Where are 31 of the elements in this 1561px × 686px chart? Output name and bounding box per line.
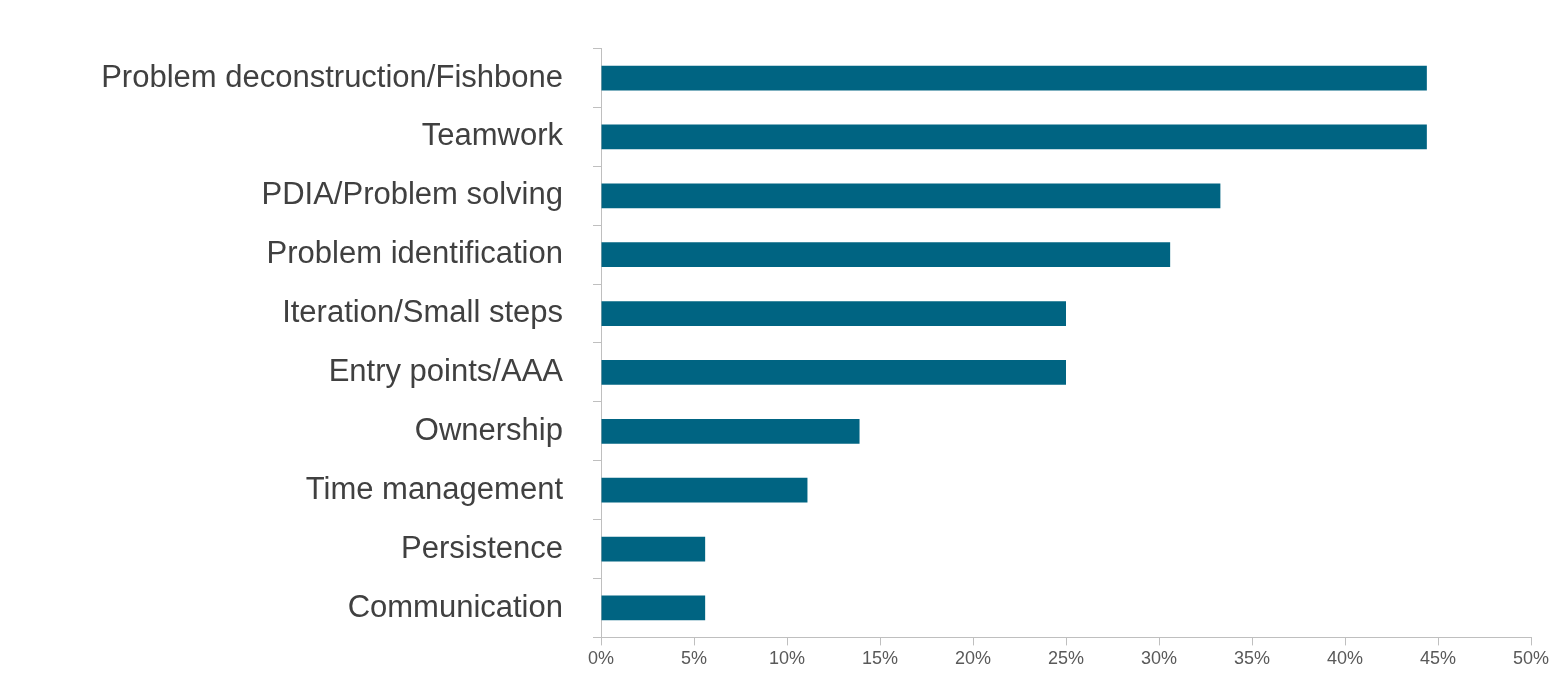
x-tick-label: 50% [1512,648,1550,669]
y-tick-label: Time management [305,470,564,506]
y-tick-label: Teamwork [421,117,564,153]
x-tick-label: 15% [861,648,899,669]
x-tick-label: 45% [1419,648,1457,669]
bar [601,536,706,562]
x-tick-label: 10% [768,648,806,669]
x-tick-label: 35% [1233,648,1271,669]
x-tick-label: 40% [1326,648,1364,669]
bar [601,65,1427,91]
y-tick-label: Problem deconstruction/Fishbone [101,58,563,94]
x-tick-label: 30% [1140,648,1178,669]
y-tick-label: Communication [347,588,563,624]
x-tick-label: 25% [1047,648,1085,669]
bar [601,242,1171,268]
y-tick-label: Entry points/AAA [328,352,564,388]
bar [601,124,1427,150]
y-tick-label: Ownership [414,411,563,447]
y-tick-label: PDIA/Problem solving [261,176,563,212]
bar [601,418,860,444]
y-tick-label: Iteration/Small steps [282,294,563,330]
bar [601,301,1066,326]
bar [601,360,1066,385]
x-tick-label: 0% [587,648,615,669]
y-tick-label: Problem identification [266,235,563,271]
bar [601,477,808,503]
bar [601,595,706,621]
y-tick-label: Persistence [401,529,563,565]
x-tick-label: 5% [680,648,708,669]
bar [601,183,1221,209]
x-tick-label: 20% [954,648,992,669]
